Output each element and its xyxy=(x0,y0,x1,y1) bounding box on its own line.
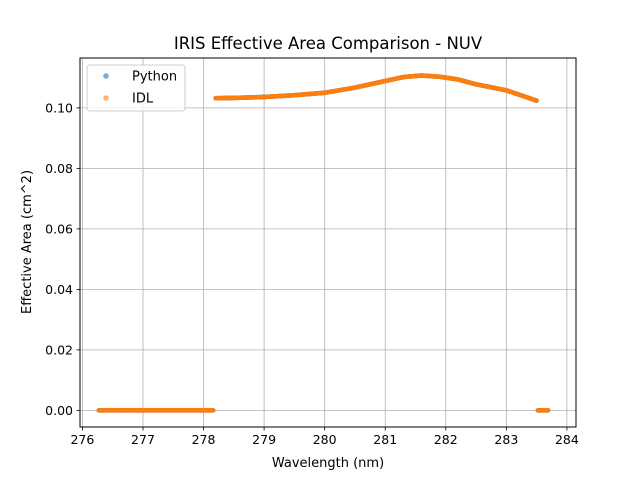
x-tick-label: 283 xyxy=(494,432,518,447)
data-points xyxy=(96,73,551,413)
x-tick-label: 282 xyxy=(434,432,458,447)
legend-marker-python xyxy=(103,73,109,79)
legend-box xyxy=(86,64,186,112)
y-tick-label: 0.08 xyxy=(45,161,73,176)
x-tick-label: 284 xyxy=(555,432,579,447)
y-tick-label: 0.00 xyxy=(45,403,73,418)
data-point xyxy=(210,408,216,413)
plot-frame xyxy=(79,57,577,428)
grid-lines xyxy=(80,58,576,427)
x-tick-label: 276 xyxy=(70,432,94,447)
y-tick-label: 0.06 xyxy=(45,221,73,236)
legend-marker-idl xyxy=(103,95,109,101)
x-tick-label: 279 xyxy=(252,432,276,447)
y-tick-label: 0.04 xyxy=(45,282,73,297)
y-axis: 0.00 0.02 0.04 0.06 0.08 0.10 xyxy=(45,100,80,418)
legend-label-idl: IDL xyxy=(132,92,154,107)
series-idl xyxy=(96,73,551,413)
x-tick-label: 281 xyxy=(373,432,397,447)
x-axis: 276 277 278 279 280 281 282 283 284 xyxy=(70,427,579,447)
x-tick-label: 280 xyxy=(313,432,337,447)
data-point xyxy=(534,98,539,103)
legend: Python IDL xyxy=(86,64,186,112)
x-axis-label: Wavelength (nm) xyxy=(272,456,384,471)
legend-label-python: Python xyxy=(132,70,177,85)
y-axis-label: Effective Area (cm^2) xyxy=(20,170,35,314)
y-tick-label: 0.02 xyxy=(45,342,73,357)
x-tick-label: 277 xyxy=(131,432,155,447)
data-point xyxy=(545,408,551,413)
x-tick-label: 278 xyxy=(192,432,216,447)
chart-title: IRIS Effective Area Comparison - NUV xyxy=(174,34,483,53)
y-tick-label: 0.10 xyxy=(45,100,73,115)
